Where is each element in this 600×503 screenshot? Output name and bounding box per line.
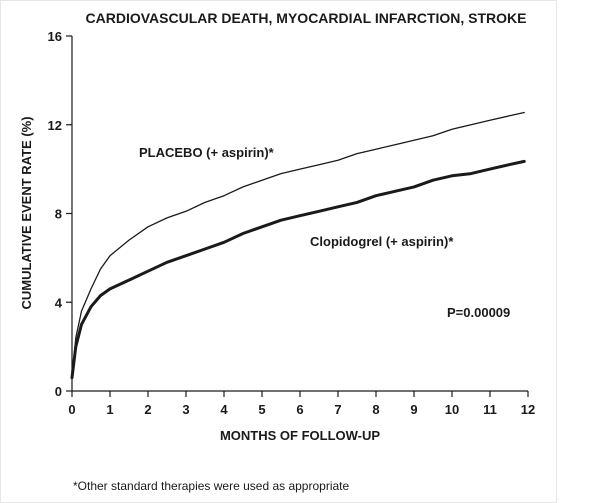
placebo-line-label: PLACEBO (+ aspirin)* [139, 145, 275, 160]
x-tick-label: 7 [334, 402, 341, 417]
y-tick-label: 16 [48, 29, 62, 44]
placebo-line [71, 111, 525, 379]
x-tick-label: 4 [220, 402, 228, 417]
y-tick-label: 8 [55, 207, 62, 222]
y-tick-label: 0 [55, 384, 62, 399]
series-lines [70, 111, 526, 380]
x-tick-label: 5 [258, 402, 265, 417]
clopidogrel-line [70, 159, 526, 380]
x-tick-label: 12 [521, 402, 535, 417]
series-labels: PLACEBO (+ aspirin)* Clopidogrel (+ aspir… [139, 145, 454, 249]
x-ticks: 0 1 2 3 4 5 6 7 8 9 10 11 12 [68, 391, 535, 417]
x-tick-label: 8 [372, 402, 379, 417]
x-tick-label: 11 [483, 402, 497, 417]
x-tick-label: 6 [296, 402, 303, 417]
y-tick-label: 4 [55, 295, 63, 310]
x-tick-label: 2 [144, 402, 151, 417]
axes [71, 36, 528, 392]
y-tick-label: 12 [48, 118, 62, 133]
x-tick-label: 10 [445, 402, 459, 417]
clopidogrel-line-label: Clopidogrel (+ aspirin)* [310, 234, 454, 249]
y-ticks: 0 4 8 12 16 [48, 29, 72, 399]
footnote: *Other standard therapies were used as a… [73, 479, 349, 493]
x-tick-label: 3 [182, 402, 189, 417]
x-tick-label: 9 [410, 402, 417, 417]
chart-title: CARDIOVASCULAR DEATH, MYOCARDIAL INFARCT… [86, 10, 527, 26]
y-axis-label: CUMULATIVE EVENT RATE (%) [19, 116, 34, 309]
p-value-annotation: P=0.00009 [447, 305, 510, 320]
x-axis-label: MONTHS OF FOLLOW-UP [220, 428, 380, 443]
x-tick-label: 1 [106, 402, 113, 417]
x-tick-label: 0 [68, 402, 75, 417]
